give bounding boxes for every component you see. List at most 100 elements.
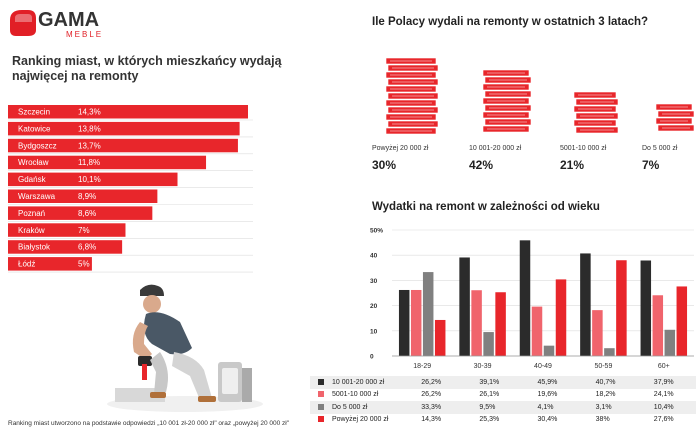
money-stack-icon — [574, 92, 619, 134]
y-tick-label: 20 — [370, 303, 378, 310]
rank-value-label: 6,8% — [78, 243, 96, 252]
legend-value-cell: 40,7% — [579, 376, 638, 389]
rank-bar — [8, 223, 126, 237]
rank-city-label: Poznań — [18, 209, 45, 218]
age-bar — [471, 290, 482, 356]
spending-group-label: 5001-10 000 zł — [560, 145, 607, 152]
legend-value-cell: 9,5% — [463, 401, 522, 414]
rank-value-label: 13,7% — [78, 141, 101, 150]
age-bar — [459, 257, 470, 356]
age-bar — [616, 260, 627, 356]
age-chart-title: Wydatki na remont w zależności od wieku — [372, 201, 600, 213]
legend-value-cell: 10,4% — [637, 401, 696, 414]
age-bar — [555, 279, 567, 356]
age-bar — [676, 286, 688, 356]
legend-row: Powyżej 20 000 zł 14,3% 25,3% 30,4% 38% 27,6% — [310, 414, 696, 427]
age-bar — [434, 319, 446, 356]
age-bar — [410, 289, 422, 356]
rank-bar — [8, 257, 92, 271]
legend-swatch — [318, 378, 324, 385]
money-stack-icon — [483, 70, 532, 133]
spending-group-percent: 42% — [469, 158, 494, 172]
age-bar — [398, 289, 410, 356]
rank-bar — [8, 206, 153, 220]
y-tick-label: 50% — [370, 228, 383, 235]
rank-value-label: 7% — [78, 226, 90, 235]
legend-row: Do 5 000 zł 33,3% 9,5% 4,1% 3,1% 10,4% — [310, 401, 696, 414]
x-category-label: 18-29 — [413, 363, 431, 370]
legend-value-cell: 18,2% — [595, 391, 616, 399]
rank-city-label: Kraków — [18, 226, 45, 235]
legend-swatch — [318, 416, 324, 423]
legend-value-cell: 37,9% — [637, 376, 696, 389]
legend-series-name: 5001-10 000 zł — [332, 391, 379, 399]
rank-bar — [8, 138, 238, 153]
legend-row: 10 001-20 000 zł 26,2% 39,1% 45,9% 40,7% 37,9… — [310, 376, 696, 389]
legend-swatch — [318, 391, 324, 398]
legend-value-cell: 24,1% — [653, 391, 674, 399]
spending-group-percent: 7% — [642, 158, 660, 172]
legend-row: 5001-10 000 zł 26,2% 26,1% 19,6% 18,2% 24,1% — [310, 389, 696, 402]
age-bar — [495, 292, 506, 356]
x-category-label: 60+ — [658, 363, 670, 370]
age-bar — [604, 348, 615, 356]
spending-title: Ile Polacy wydali na remonty w ostatnich… — [372, 16, 649, 28]
legend-series-name: 10 001-20 000 zł — [332, 378, 385, 386]
legend-value-cell: 39,1% — [463, 376, 522, 389]
age-bar — [640, 260, 652, 356]
spending-group-label: 10 001-20 000 zł — [469, 145, 522, 152]
age-bar — [531, 306, 543, 356]
x-category-label: 50-59 — [594, 363, 612, 370]
rank-bar — [8, 172, 178, 187]
rank-city-label: Łódź — [18, 260, 35, 269]
rank-bar — [8, 121, 240, 136]
y-tick-label: 40 — [370, 253, 378, 260]
legend-value-cell: 25,3% — [479, 416, 500, 424]
age-spending-chart: 0 10 20 30 40 50% 18-29 30-39 40-49 50-59 60+ — [370, 228, 694, 370]
legend-value-cell: 14,3% — [421, 416, 442, 424]
y-tick-label: 10 — [370, 328, 378, 335]
age-bar — [664, 329, 676, 356]
legend-value-cell: 19,6% — [537, 391, 558, 399]
y-tick-label: 0 — [370, 354, 374, 361]
age-bar — [543, 345, 555, 356]
legend-series-name: Powyżej 20 000 zł — [332, 416, 389, 424]
rank-value-label: 13,8% — [78, 124, 101, 133]
rank-value-label: 14,3% — [78, 108, 101, 117]
rank-city-label: Gdańsk — [18, 175, 47, 184]
legend-value-cell: 3,1% — [579, 401, 638, 414]
spending-group-label: Powyżej 20 000 zł — [372, 145, 429, 152]
rank-city-label: Wrocław — [18, 158, 49, 167]
rank-city-label: Katowice — [18, 124, 51, 133]
rank-city-label: Szczecin — [18, 108, 50, 117]
legend-value-cell: 26,1% — [479, 391, 500, 399]
money-stack-icon — [656, 104, 695, 132]
x-category-label: 40-49 — [534, 363, 552, 370]
legend-value-cell: 30,4% — [537, 416, 558, 424]
y-tick-label: 30 — [370, 278, 378, 285]
x-category-label: 30-39 — [474, 363, 492, 370]
logo-brand-text: GAMA — [38, 9, 99, 31]
rank-bar — [8, 155, 207, 170]
rank-value-label: 10,1% — [78, 175, 101, 184]
legend-swatch — [318, 403, 324, 410]
ranking-title: Ranking miast, w których mieszkańcy wyda… — [12, 54, 282, 83]
age-legend-table: 10 001-20 000 zł 26,2% 39,1% 45,9% 40,7% 37,9… — [310, 376, 696, 426]
legend-value-cell: 45,9% — [521, 376, 580, 389]
rank-bar — [8, 105, 248, 119]
gama-meble-logo: GAMA MEBLE — [10, 9, 101, 39]
legend-value-cell: 26,2% — [405, 376, 464, 389]
age-bar — [519, 240, 531, 356]
rank-city-label: Bydgoszcz — [18, 141, 57, 150]
age-bar — [652, 295, 664, 356]
rank-value-label: 11,8% — [78, 158, 100, 167]
rank-value-label: 8,6% — [78, 209, 96, 218]
age-bar — [580, 253, 591, 356]
rank-bar — [8, 240, 123, 254]
rank-city-label: Białystok — [18, 243, 51, 252]
ranking-footnote: Ranking miast utworzono na podstawie odp… — [8, 420, 290, 427]
spending-group-percent: 21% — [560, 158, 585, 172]
legend-value-cell: 4,1% — [521, 401, 580, 414]
money-stack-icon — [386, 58, 439, 135]
age-bar — [483, 332, 494, 356]
